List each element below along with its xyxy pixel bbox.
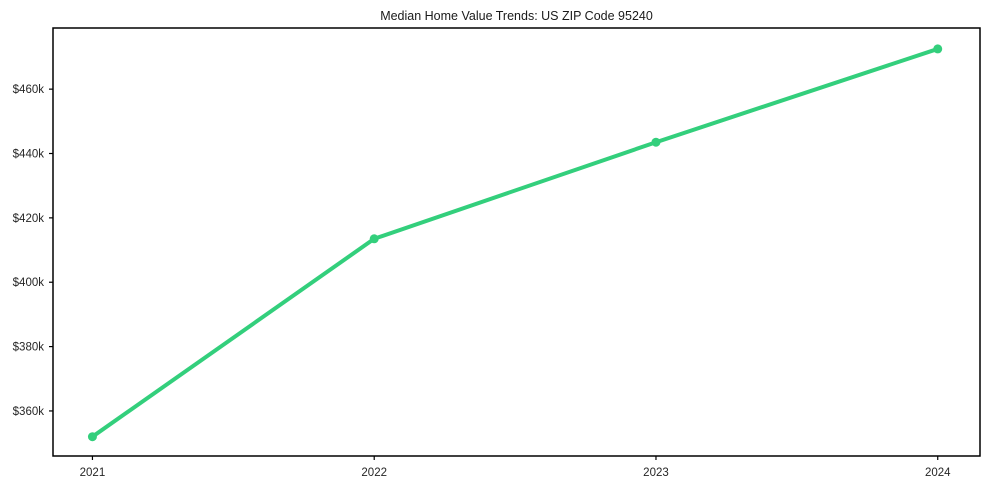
data-point-marker (651, 137, 661, 147)
data-point-marker (933, 44, 943, 54)
plot-area-border (52, 27, 981, 457)
x-tick-label: 2022 (361, 467, 387, 479)
y-axis: $360k $380k $400k $420k $440k $460k (13, 84, 53, 418)
x-axis: 2021 2022 2023 2024 (80, 456, 951, 479)
x-tick-label: 2024 (925, 467, 951, 479)
y-tick-label: $380k (13, 342, 45, 354)
trend-line (90, 46, 940, 439)
data-point-marker (369, 234, 379, 244)
y-tick-label: $460k (13, 84, 45, 96)
y-tick-label: $420k (13, 213, 45, 225)
x-tick-label: 2021 (80, 467, 106, 479)
trend-line-series (87, 44, 943, 442)
y-tick-label: $360k (13, 406, 45, 418)
y-tick-label: $440k (13, 149, 45, 161)
data-point-marker (87, 432, 97, 442)
chart-title: Median Home Value Trends: US ZIP Code 95… (380, 9, 653, 23)
x-tick-label: 2023 (643, 467, 669, 479)
y-tick-label: $400k (13, 277, 45, 289)
